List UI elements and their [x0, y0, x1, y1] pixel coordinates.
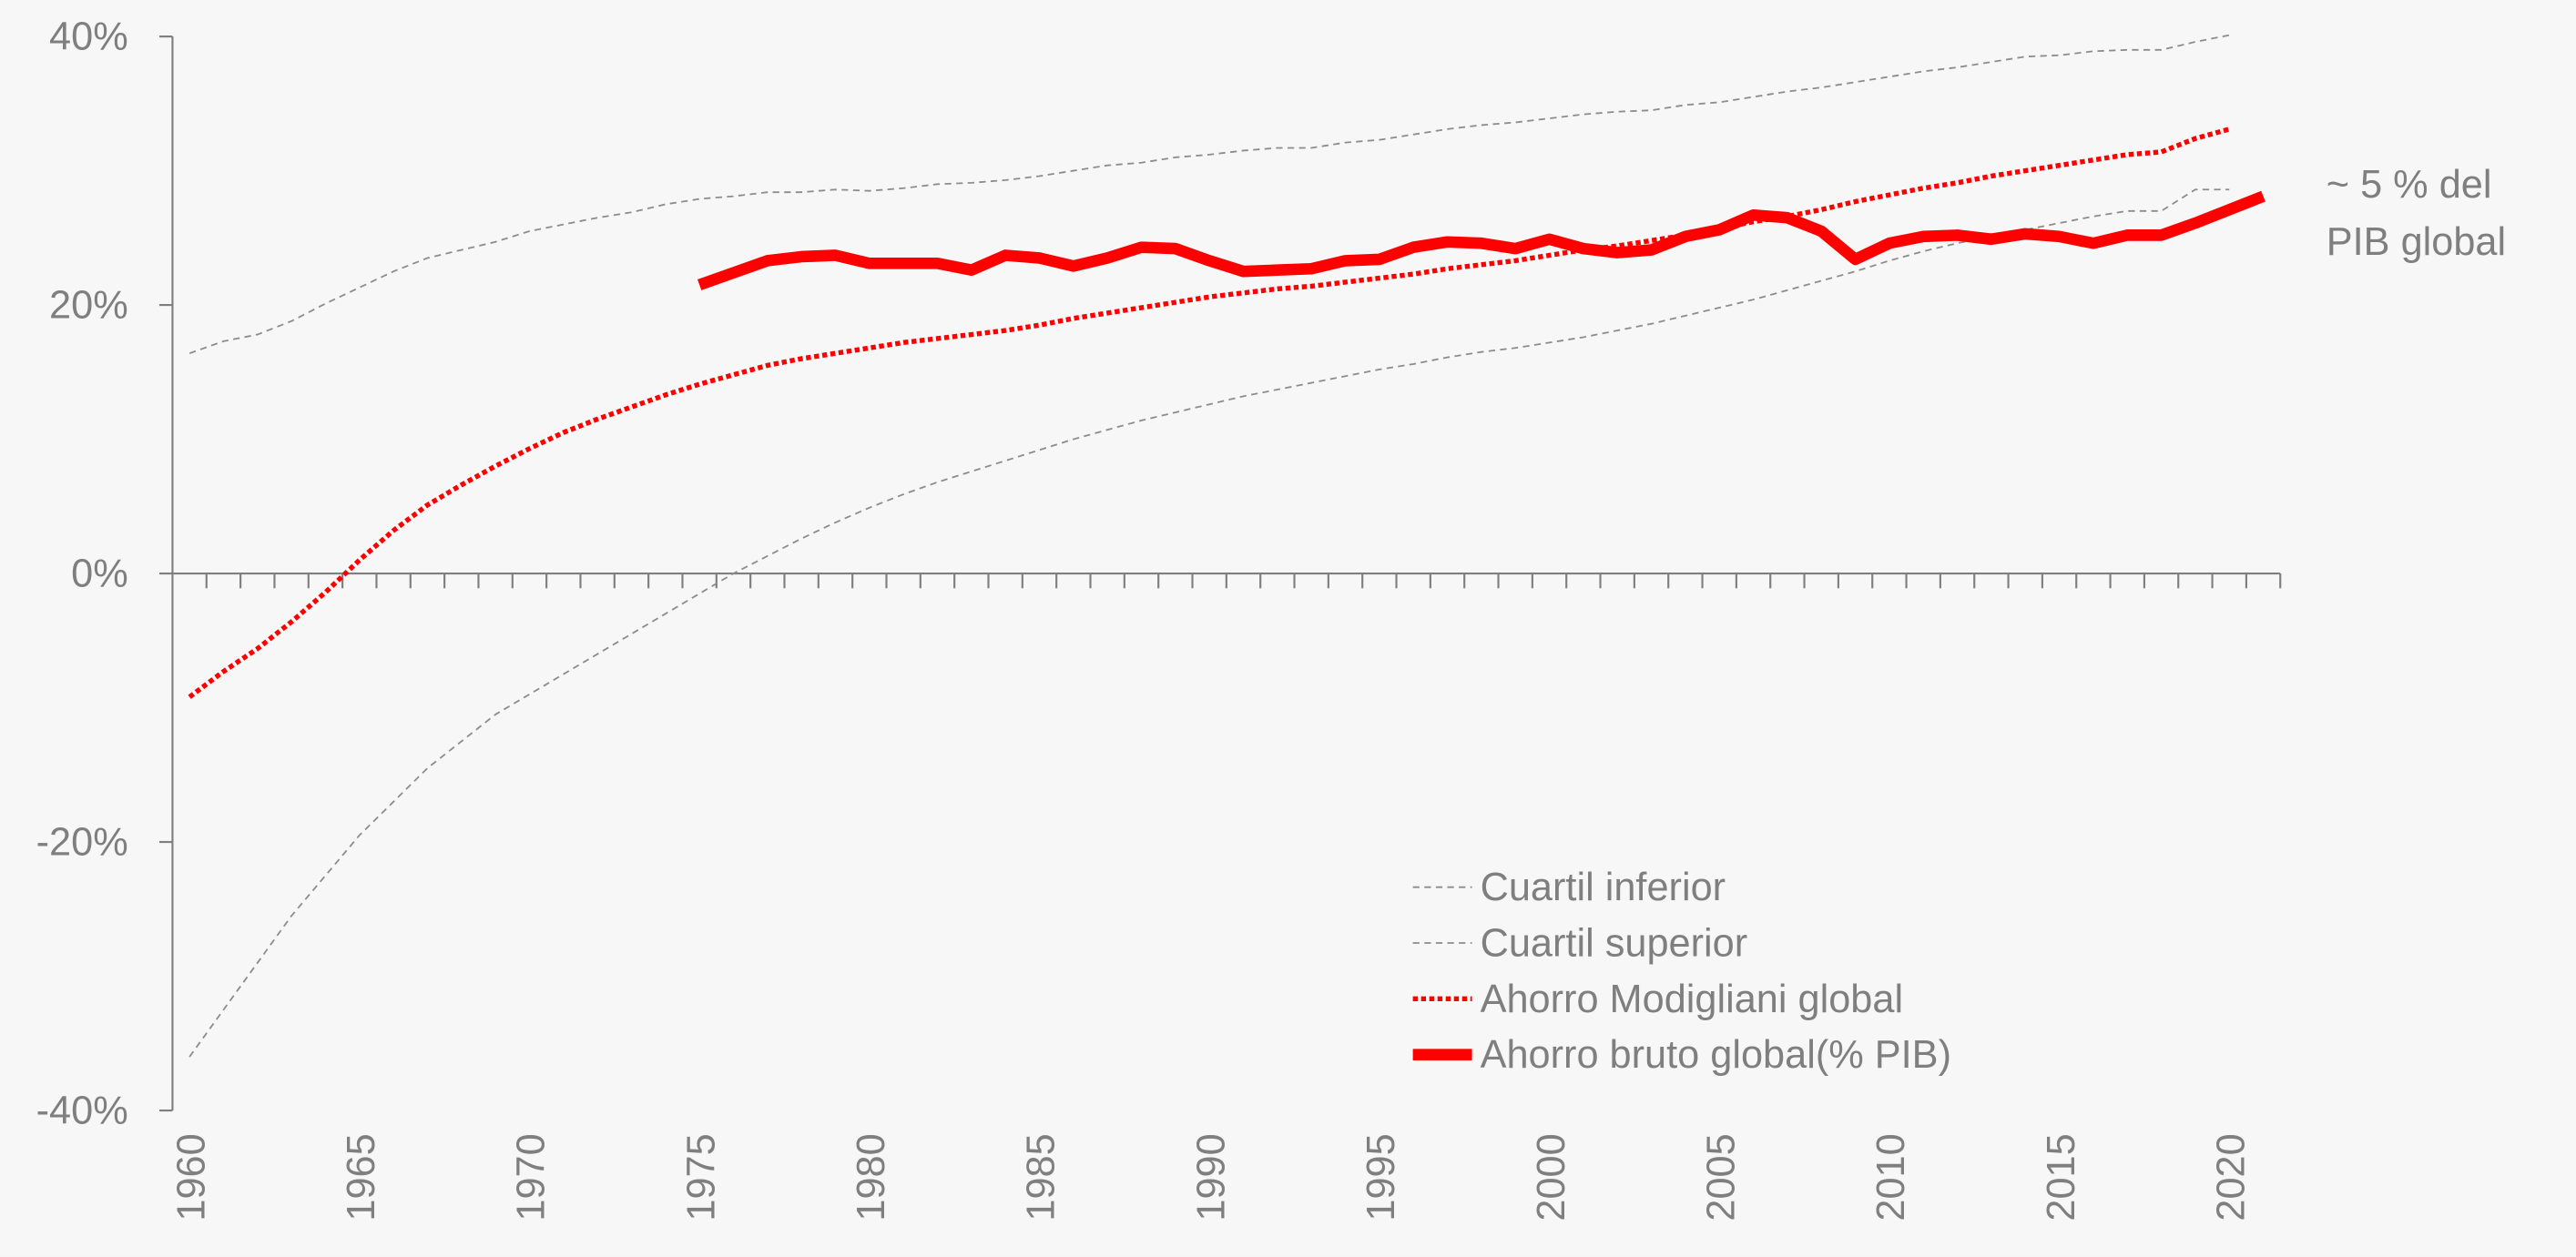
- legend-label: Ahorro bruto global(% PIB): [1481, 1033, 1951, 1077]
- series-line: [188, 188, 2230, 1058]
- x-tick-label: 1960: [169, 1133, 213, 1221]
- x-tick-label: 1965: [340, 1133, 383, 1221]
- x-tick-label: 1970: [510, 1133, 554, 1221]
- x-tick-label: 1975: [679, 1133, 723, 1221]
- x-tick-label: 1985: [1020, 1133, 1064, 1221]
- legend-label: Cuartil inferior: [1481, 866, 1726, 909]
- x-tick-label: 2005: [1699, 1133, 1743, 1221]
- x-tick-label: 1990: [1189, 1133, 1233, 1221]
- x-tick-label: 2000: [1530, 1133, 1573, 1221]
- legend-label: Cuartil superior: [1481, 921, 1748, 965]
- x-tick-label: 2015: [2040, 1133, 2083, 1221]
- y-tick-label: 20%: [49, 284, 128, 328]
- y-tick-label: -20%: [36, 820, 128, 864]
- annotation: ~ 5 % del: [2327, 163, 2492, 207]
- annotation: PIB global: [2327, 220, 2506, 264]
- series-line: [188, 34, 2230, 355]
- x-tick-label: 1980: [850, 1133, 893, 1221]
- legend-label: Ahorro Modigliani global: [1481, 978, 1904, 1021]
- x-tick-label: 2010: [1869, 1133, 1913, 1221]
- x-tick-label: 1995: [1359, 1133, 1403, 1221]
- y-tick-label: 40%: [49, 15, 128, 59]
- y-tick-label: -40%: [36, 1089, 128, 1132]
- series-line: [188, 127, 2230, 699]
- series-line: [697, 190, 2265, 290]
- x-tick-label: 2020: [2209, 1133, 2253, 1221]
- y-tick-label: 0%: [71, 552, 128, 595]
